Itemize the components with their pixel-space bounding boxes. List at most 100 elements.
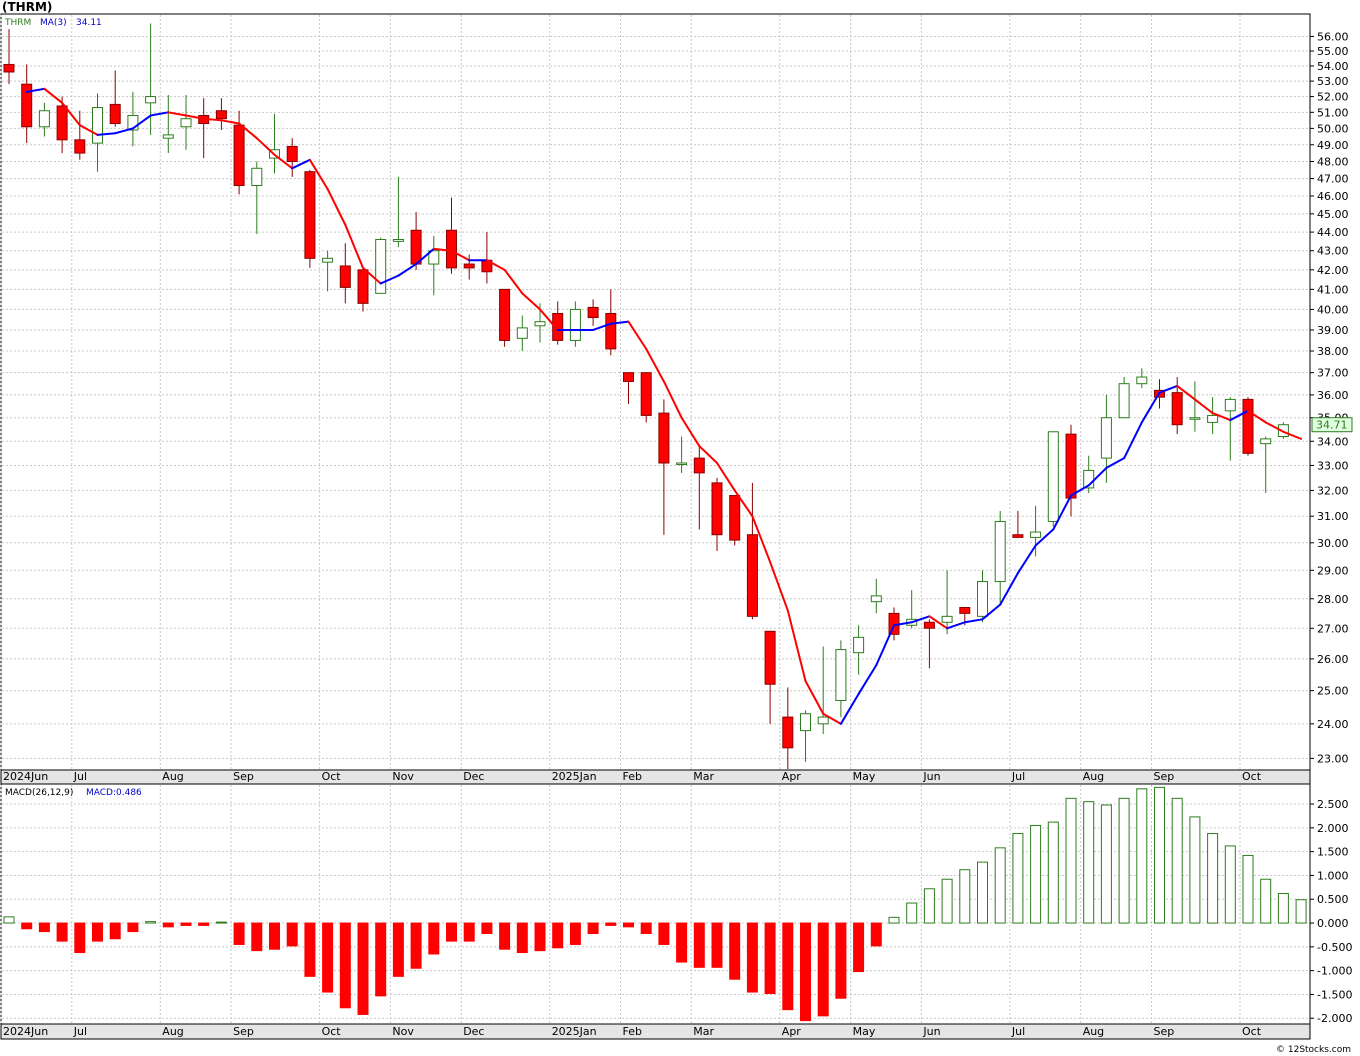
macd-bar — [56, 922, 68, 942]
macd-tick-label: 2.000 — [1317, 822, 1349, 835]
macd-bar — [977, 861, 988, 924]
candle — [339, 243, 351, 304]
macd-bar — [1189, 816, 1201, 924]
macd-bar — [587, 922, 599, 935]
ma-segment — [609, 320, 630, 325]
candle — [1030, 505, 1042, 557]
ma-segment — [326, 188, 347, 226]
ma-segment — [238, 122, 258, 140]
candle-body — [977, 581, 988, 617]
candle — [977, 570, 988, 623]
macd-tick-label: -0.500 — [1317, 941, 1352, 954]
x-label-price: 2024Jun — [3, 770, 48, 783]
candle-body — [782, 716, 794, 749]
candle-body — [74, 139, 86, 154]
ma-segment — [539, 308, 559, 331]
candle — [994, 510, 1006, 605]
x-label-macd: Mar — [693, 1025, 714, 1038]
macd-tick-label: 2.500 — [1317, 798, 1349, 811]
candle-body — [1100, 417, 1112, 459]
ma-segment — [1052, 494, 1072, 531]
ma-segment — [291, 158, 311, 170]
macd-tick-label: 0.500 — [1317, 893, 1349, 906]
candle-body — [1277, 424, 1289, 437]
ma-segment — [43, 87, 64, 104]
chart-title: (THRM) — [2, 0, 52, 14]
x-label-macd: Jun — [922, 1025, 940, 1038]
candle — [1118, 377, 1130, 419]
candle — [463, 254, 475, 280]
legend-ma-label: MA(3) — [40, 18, 67, 28]
macd-bar — [1100, 804, 1112, 924]
candle-body — [215, 110, 227, 120]
ma-segment — [928, 615, 949, 630]
ma-segment — [822, 712, 842, 725]
candle-body — [959, 607, 971, 614]
x-label-macd: May — [853, 1025, 876, 1038]
macd-bar — [817, 922, 829, 1017]
ma-segment — [485, 259, 506, 271]
x-label-macd: Dec — [463, 1025, 484, 1038]
ma-segment — [255, 137, 276, 156]
macd-bar — [392, 922, 404, 977]
candle-body — [21, 83, 33, 128]
ma-segment — [875, 624, 895, 667]
macd-bar — [888, 916, 900, 924]
ma-segment — [751, 515, 772, 563]
candle — [180, 95, 192, 150]
ma-segment — [1105, 457, 1126, 469]
macd-bar — [782, 922, 794, 1011]
x-label-price: Aug — [162, 770, 183, 783]
candle — [375, 237, 387, 294]
macd-bar — [711, 922, 723, 968]
candle-body — [251, 167, 263, 187]
macd-bar — [1136, 788, 1148, 924]
x-label-price: Feb — [623, 770, 642, 783]
macd-bar — [481, 922, 493, 935]
macd-histogram — [3, 786, 1307, 1022]
macd-bar — [269, 922, 280, 950]
candle-body — [693, 457, 705, 474]
ma-segment — [981, 603, 1002, 621]
ma-segment — [1016, 544, 1037, 575]
macd-bar — [552, 922, 564, 949]
macd-bar — [428, 922, 440, 955]
price-tick-label: 48.00 — [1317, 156, 1349, 169]
macd-bar — [162, 922, 174, 928]
footer-credit: © 12Stocks.com — [1276, 1045, 1351, 1055]
candle — [658, 399, 670, 535]
candle — [322, 250, 334, 292]
macd-bar — [853, 922, 865, 973]
ma-line — [25, 87, 1303, 725]
price-tick-label: 30.00 — [1317, 537, 1349, 550]
candle — [1047, 431, 1059, 527]
macd-bar — [1242, 854, 1254, 924]
candle-body — [410, 229, 422, 265]
candle-body — [853, 636, 865, 654]
candle — [552, 301, 564, 345]
macd-bar — [1012, 833, 1024, 924]
ma-segment — [1193, 398, 1214, 415]
candle — [1065, 424, 1077, 517]
macd-bar — [516, 922, 528, 954]
candle — [1012, 510, 1024, 538]
candle-body — [233, 124, 245, 187]
x-label-macd: 2024Jun — [3, 1025, 48, 1038]
price-tick-label: 23.00 — [1317, 752, 1349, 765]
ma-segment — [185, 114, 205, 120]
candle-body — [1047, 431, 1059, 522]
macd-bar — [357, 922, 369, 1015]
candle-body — [1118, 383, 1130, 419]
x-label-macd: Aug — [162, 1025, 183, 1038]
price-x-axis-band — [0, 769, 1311, 785]
price-tick-label: 36.00 — [1317, 389, 1349, 402]
ma-segment — [78, 124, 99, 136]
ma-segment — [1123, 421, 1143, 460]
x-label-price: Jul — [73, 770, 87, 783]
ma-segment — [1140, 391, 1161, 424]
ma-segment — [893, 621, 913, 627]
x-label-price: Aug — [1083, 770, 1104, 783]
candle — [746, 482, 758, 620]
candle — [835, 640, 847, 718]
price-tick-label: 45.00 — [1317, 208, 1349, 221]
